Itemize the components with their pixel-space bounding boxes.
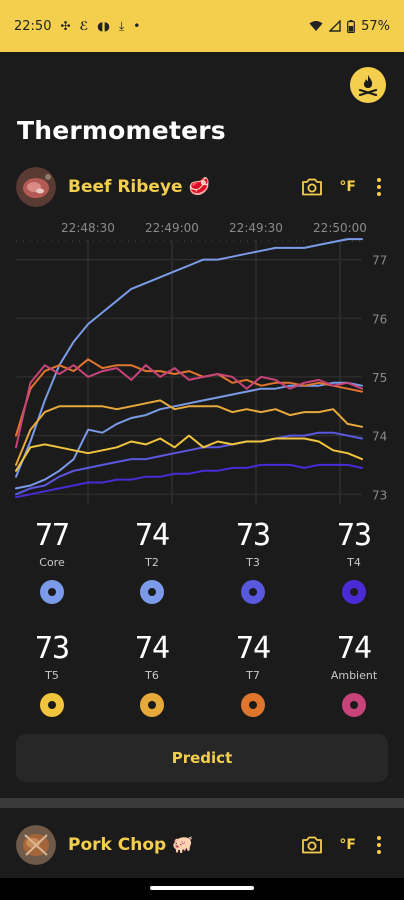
status-time: 22:50 bbox=[14, 18, 52, 34]
reading-label: T2 bbox=[145, 556, 159, 569]
reading-value: 77 bbox=[34, 518, 70, 553]
status-bar: 22:50 ✣ ℰ ◖◗ ⤓ • 57% bbox=[0, 0, 404, 52]
battery-percent: 57% bbox=[361, 18, 390, 34]
probe-actions: °F bbox=[299, 174, 388, 200]
y-tick-label: 75 bbox=[372, 371, 387, 385]
reading-label: T3 bbox=[246, 556, 260, 569]
dot-icon: • bbox=[133, 19, 141, 33]
wifi-icon bbox=[309, 21, 323, 31]
download-icon: ⤓ bbox=[118, 18, 125, 33]
pork-photo bbox=[16, 825, 56, 865]
x-tick-label: 22:49:30 bbox=[229, 221, 283, 235]
reading-value: 74 bbox=[134, 518, 170, 553]
section-divider bbox=[0, 798, 404, 808]
fire-button[interactable] bbox=[350, 67, 386, 103]
avatar[interactable] bbox=[16, 825, 56, 865]
series-line-t7 bbox=[15, 358, 363, 437]
system-nav-bar bbox=[0, 878, 404, 900]
series-line-t3 bbox=[15, 431, 363, 496]
unit-toggle-button[interactable]: °F bbox=[339, 179, 356, 195]
reading-value: 73 bbox=[235, 518, 271, 553]
chat-icon: ◖◗ bbox=[97, 19, 110, 33]
fan-icon: ✣ bbox=[60, 19, 71, 33]
x-tick-label: 22:49:00 bbox=[145, 221, 199, 235]
x-tick-label: 22:50:00 bbox=[313, 221, 367, 235]
pig-emoji: 🐖 bbox=[172, 835, 194, 855]
temperature-chart: 22:48:30 22:49:00 22:49:30 22:50:00 77 76 75 74… bbox=[15, 221, 387, 504]
reading-value: 73 bbox=[336, 518, 372, 553]
reading-value: 74 bbox=[336, 631, 372, 666]
series-line-ambient bbox=[15, 364, 363, 449]
probe-color-dot-icon bbox=[241, 693, 265, 717]
reading-label: Core bbox=[39, 556, 65, 569]
reading-label: Ambient bbox=[330, 669, 378, 682]
camera-icon bbox=[302, 836, 323, 854]
probe-color-dot-icon bbox=[40, 693, 64, 717]
camera-button[interactable] bbox=[299, 174, 325, 200]
reading-label: T4 bbox=[347, 556, 361, 569]
probe-color-dot-icon bbox=[140, 580, 164, 604]
series-line-t4 bbox=[15, 463, 363, 499]
x-tick-label: 22:48:30 bbox=[61, 221, 115, 235]
reading-value: 74 bbox=[134, 631, 170, 666]
unit-toggle-button[interactable]: °F bbox=[339, 837, 356, 853]
reading-ambient[interactable]: 74 Ambient bbox=[304, 633, 404, 717]
campfire-icon bbox=[358, 75, 378, 96]
avatar[interactable] bbox=[16, 167, 56, 207]
probe-color-dot-icon bbox=[241, 580, 265, 604]
probe-name[interactable]: Beef Ribeye 🥩 bbox=[68, 177, 210, 197]
camera-button[interactable] bbox=[299, 832, 325, 858]
y-tick-label: 74 bbox=[372, 430, 387, 444]
reading-core[interactable]: 77 Core bbox=[2, 520, 102, 604]
probe-header-beef: Beef Ribeye 🥩 °F bbox=[16, 165, 388, 209]
more-options-button[interactable] bbox=[372, 833, 386, 857]
series-line-t6 bbox=[15, 399, 363, 466]
reading-label: T6 bbox=[145, 669, 159, 682]
y-tick-label: 77 bbox=[372, 254, 387, 268]
reading-t2[interactable]: 74 T2 bbox=[102, 520, 202, 604]
y-tick-label: 76 bbox=[372, 312, 387, 326]
signal-icon bbox=[329, 20, 341, 32]
reading-t3[interactable]: 73 T3 bbox=[203, 520, 303, 604]
series-line-t5 bbox=[15, 434, 363, 472]
probe-actions: °F bbox=[299, 832, 388, 858]
probe-color-dot-icon bbox=[40, 580, 64, 604]
reading-t5[interactable]: 73 T5 bbox=[2, 633, 102, 717]
probe-color-dot-icon bbox=[342, 693, 366, 717]
reading-value: 73 bbox=[34, 631, 70, 666]
predict-button[interactable]: Predict bbox=[16, 734, 388, 782]
probe-name-text: Beef Ribeye bbox=[68, 177, 183, 197]
battery-icon bbox=[347, 19, 355, 33]
beef-photo bbox=[16, 167, 56, 207]
probe-color-dot-icon bbox=[140, 693, 164, 717]
reading-label: T7 bbox=[246, 669, 260, 682]
probe-header-pork: Pork Chop 🐖 °F bbox=[16, 823, 388, 867]
app-content: Thermometers Beef Ribeye 🥩 °F bbox=[0, 52, 404, 900]
series-line-core bbox=[15, 238, 363, 478]
home-gesture-handle[interactable] bbox=[150, 886, 254, 890]
reading-t4[interactable]: 73 T4 bbox=[304, 520, 404, 604]
probe-color-dot-icon bbox=[342, 580, 366, 604]
probe-name-text: Pork Chop bbox=[68, 835, 167, 855]
page-title: Thermometers bbox=[17, 116, 226, 145]
news-icon: ℰ bbox=[79, 19, 89, 33]
probe-name[interactable]: Pork Chop 🐖 bbox=[68, 835, 193, 855]
reading-t7[interactable]: 74 T7 bbox=[203, 633, 303, 717]
reading-t6[interactable]: 74 T6 bbox=[102, 633, 202, 717]
meat-emoji: 🥩 bbox=[188, 177, 210, 197]
camera-icon bbox=[302, 178, 323, 196]
more-options-button[interactable] bbox=[372, 175, 386, 199]
reading-value: 74 bbox=[235, 631, 271, 666]
y-tick-label: 73 bbox=[372, 488, 387, 502]
reading-label: T5 bbox=[45, 669, 59, 682]
